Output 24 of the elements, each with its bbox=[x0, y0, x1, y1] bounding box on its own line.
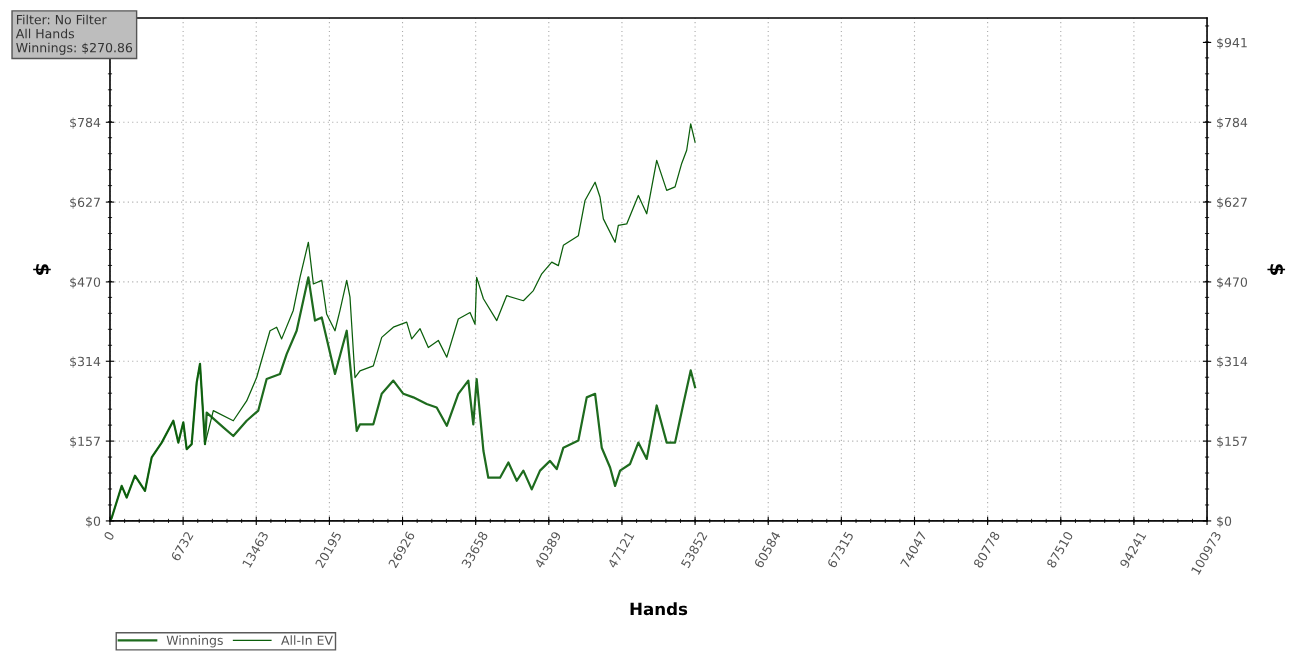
y2-tick-label: $314 bbox=[1217, 356, 1248, 368]
y-axis-title: $ bbox=[33, 264, 51, 275]
y-tick-label: $627 bbox=[70, 197, 100, 209]
y2-tick-label: $0 bbox=[1217, 516, 1232, 528]
y2-tick-label: $470 bbox=[1217, 277, 1248, 289]
x-axis-title: Hands bbox=[630, 602, 688, 616]
y-tick-label: $0 bbox=[86, 516, 101, 528]
annotation: Winnings: $270.86 bbox=[16, 42, 133, 55]
line-series bbox=[109, 123, 696, 521]
line-series bbox=[109, 276, 697, 521]
y-tick-label: $470 bbox=[70, 277, 101, 289]
y-tick-label: $784 bbox=[70, 117, 101, 129]
y2-tick-label: $941 bbox=[1217, 37, 1247, 49]
y2-axis-title: $ bbox=[1267, 264, 1286, 275]
legend-label: Winnings bbox=[166, 635, 223, 648]
x-tick-label: 0 bbox=[103, 530, 115, 541]
y2-tick-label: $627 bbox=[1217, 197, 1247, 209]
y2-tick-label: $784 bbox=[1217, 117, 1248, 129]
text: Filter: No Filter bbox=[16, 14, 107, 25]
y-tick-label: $157 bbox=[70, 436, 100, 448]
y2-tick-label: $157 bbox=[1217, 436, 1247, 448]
y-tick-label: $314 bbox=[70, 356, 101, 368]
text: All Hands bbox=[15, 28, 75, 39]
legend-label: All-In EV bbox=[281, 635, 333, 645]
